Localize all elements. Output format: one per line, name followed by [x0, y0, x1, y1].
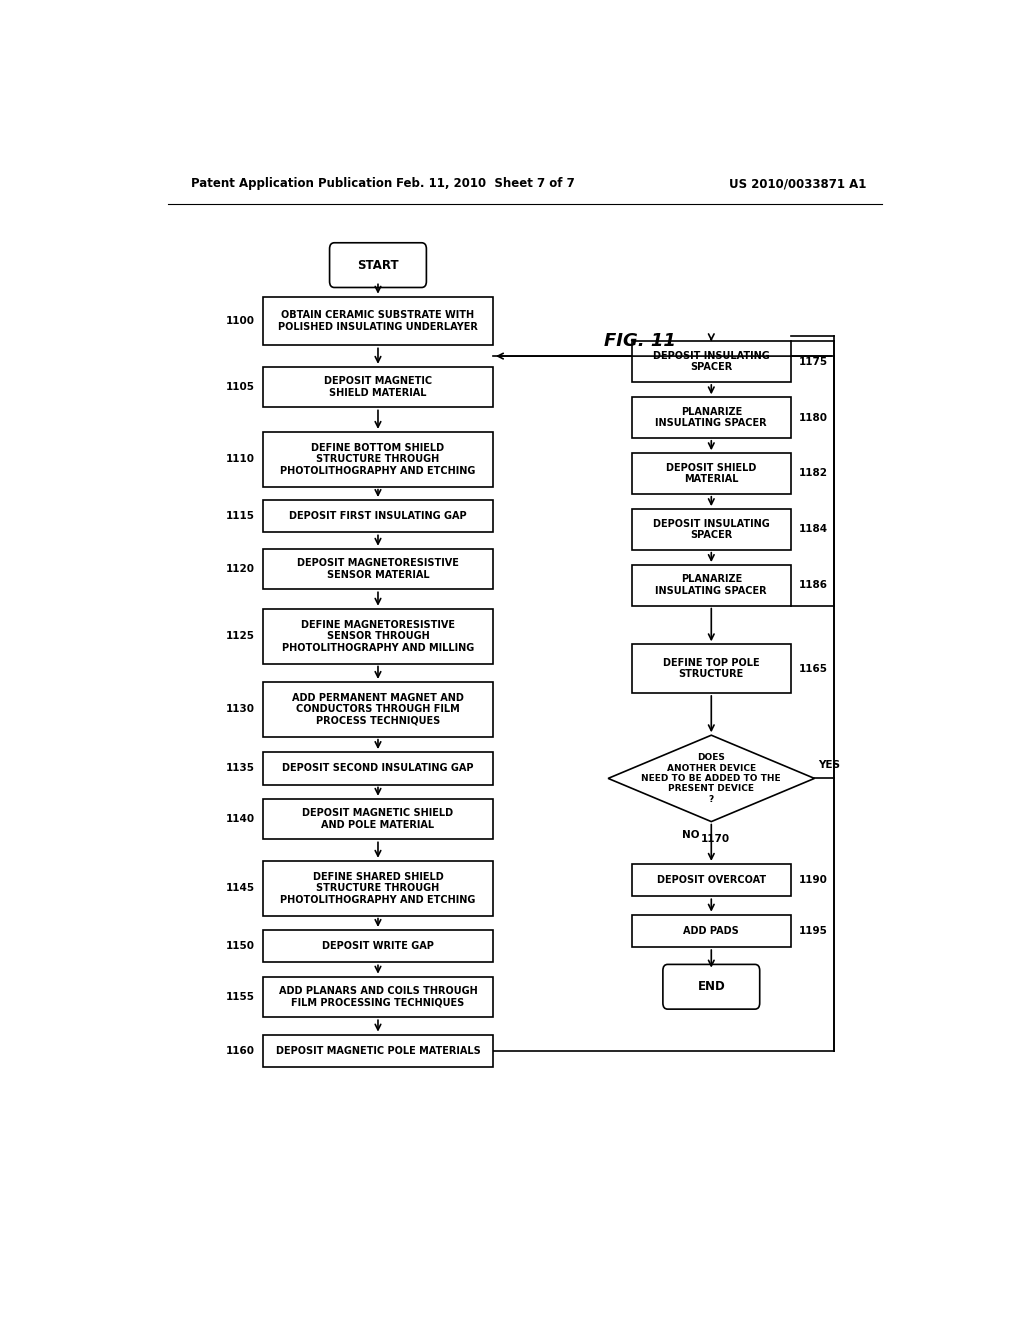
Text: 1165: 1165: [799, 664, 827, 673]
Text: NO: NO: [682, 830, 699, 840]
Text: Feb. 11, 2010  Sheet 7 of 7: Feb. 11, 2010 Sheet 7 of 7: [395, 177, 574, 190]
FancyBboxPatch shape: [263, 500, 494, 532]
Text: 1110: 1110: [226, 454, 255, 465]
Text: 1186: 1186: [799, 581, 827, 590]
Text: START: START: [357, 259, 398, 272]
Text: DEPOSIT MAGNETIC
SHIELD MATERIAL: DEPOSIT MAGNETIC SHIELD MATERIAL: [324, 376, 432, 397]
FancyBboxPatch shape: [263, 549, 494, 589]
Text: DEFINE MAGNETORESISTIVE
SENSOR THROUGH
PHOTOLITHOGRAPHY AND MILLING: DEFINE MAGNETORESISTIVE SENSOR THROUGH P…: [282, 619, 474, 652]
Text: ADD PLANARS AND COILS THROUGH
FILM PROCESSING TECHNIQUES: ADD PLANARS AND COILS THROUGH FILM PROCE…: [279, 986, 477, 1007]
FancyBboxPatch shape: [663, 965, 760, 1008]
Text: PLANARIZE
INSULATING SPACER: PLANARIZE INSULATING SPACER: [655, 407, 767, 429]
Text: 1130: 1130: [226, 705, 255, 714]
FancyBboxPatch shape: [632, 644, 791, 693]
Polygon shape: [608, 735, 814, 821]
FancyBboxPatch shape: [330, 243, 426, 288]
Text: ADD PERMANENT MAGNET AND
CONDUCTORS THROUGH FILM
PROCESS TECHNIQUES: ADD PERMANENT MAGNET AND CONDUCTORS THRO…: [292, 693, 464, 726]
Text: 1140: 1140: [226, 814, 255, 824]
Text: 1100: 1100: [226, 315, 255, 326]
FancyBboxPatch shape: [632, 863, 791, 896]
Text: DEPOSIT MAGNETIC SHIELD
AND POLE MATERIAL: DEPOSIT MAGNETIC SHIELD AND POLE MATERIA…: [302, 808, 454, 830]
FancyBboxPatch shape: [263, 297, 494, 346]
Text: 1195: 1195: [799, 925, 827, 936]
Text: DEPOSIT WRITE GAP: DEPOSIT WRITE GAP: [322, 941, 434, 952]
FancyBboxPatch shape: [263, 929, 494, 962]
Text: FIG. 11: FIG. 11: [604, 333, 676, 350]
Text: Patent Application Publication: Patent Application Publication: [191, 177, 393, 190]
FancyBboxPatch shape: [632, 510, 791, 549]
Text: PLANARIZE
INSULATING SPACER: PLANARIZE INSULATING SPACER: [655, 574, 767, 597]
FancyBboxPatch shape: [263, 367, 494, 408]
Text: DEFINE BOTTOM SHIELD
STRUCTURE THROUGH
PHOTOLITHOGRAPHY AND ETCHING: DEFINE BOTTOM SHIELD STRUCTURE THROUGH P…: [281, 442, 476, 475]
Text: 1190: 1190: [799, 875, 827, 884]
FancyBboxPatch shape: [263, 682, 494, 737]
Text: 1175: 1175: [799, 356, 827, 367]
Text: DEPOSIT FIRST INSULATING GAP: DEPOSIT FIRST INSULATING GAP: [289, 511, 467, 521]
Text: 1135: 1135: [226, 763, 255, 774]
FancyBboxPatch shape: [263, 432, 494, 487]
Text: 1155: 1155: [226, 991, 255, 1002]
FancyBboxPatch shape: [632, 565, 791, 606]
Text: DEPOSIT SHIELD
MATERIAL: DEPOSIT SHIELD MATERIAL: [666, 463, 757, 484]
Text: YES: YES: [818, 760, 841, 771]
Text: 1120: 1120: [226, 564, 255, 574]
Text: DEPOSIT MAGNETORESISTIVE
SENSOR MATERIAL: DEPOSIT MAGNETORESISTIVE SENSOR MATERIAL: [297, 558, 459, 579]
FancyBboxPatch shape: [632, 342, 791, 381]
Text: DOES
ANOTHER DEVICE
NEED TO BE ADDED TO THE
PRESENT DEVICE
?: DOES ANOTHER DEVICE NEED TO BE ADDED TO …: [641, 754, 781, 804]
Text: DEPOSIT MAGNETIC POLE MATERIALS: DEPOSIT MAGNETIC POLE MATERIALS: [275, 1045, 480, 1056]
FancyBboxPatch shape: [263, 1035, 494, 1067]
Text: 1182: 1182: [799, 469, 827, 478]
Text: DEFINE SHARED SHIELD
STRUCTURE THROUGH
PHOTOLITHOGRAPHY AND ETCHING: DEFINE SHARED SHIELD STRUCTURE THROUGH P…: [281, 871, 476, 904]
Text: US 2010/0033871 A1: US 2010/0033871 A1: [729, 177, 866, 190]
Text: 1115: 1115: [226, 511, 255, 521]
FancyBboxPatch shape: [263, 609, 494, 664]
Text: 1105: 1105: [226, 381, 255, 392]
FancyBboxPatch shape: [263, 861, 494, 916]
Text: 1125: 1125: [226, 631, 255, 642]
FancyBboxPatch shape: [632, 397, 791, 438]
FancyBboxPatch shape: [263, 799, 494, 840]
Text: DEPOSIT SECOND INSULATING GAP: DEPOSIT SECOND INSULATING GAP: [283, 763, 474, 774]
FancyBboxPatch shape: [263, 752, 494, 784]
Text: 1145: 1145: [226, 883, 255, 894]
Text: 1160: 1160: [226, 1045, 255, 1056]
FancyBboxPatch shape: [632, 915, 791, 948]
Text: 1170: 1170: [700, 834, 730, 843]
Text: DEFINE TOP POLE
STRUCTURE: DEFINE TOP POLE STRUCTURE: [663, 657, 760, 680]
Text: 1180: 1180: [799, 413, 827, 422]
Text: DEPOSIT INSULATING
SPACER: DEPOSIT INSULATING SPACER: [653, 351, 770, 372]
Text: 1184: 1184: [799, 524, 827, 535]
Text: OBTAIN CERAMIC SUBSTRATE WITH
POLISHED INSULATING UNDERLAYER: OBTAIN CERAMIC SUBSTRATE WITH POLISHED I…: [279, 310, 478, 331]
Text: END: END: [697, 981, 725, 993]
Text: DEPOSIT OVERCOAT: DEPOSIT OVERCOAT: [656, 875, 766, 884]
Text: 1150: 1150: [226, 941, 255, 952]
Text: ADD PADS: ADD PADS: [683, 925, 739, 936]
Text: DEPOSIT INSULATING
SPACER: DEPOSIT INSULATING SPACER: [653, 519, 770, 540]
FancyBboxPatch shape: [632, 453, 791, 494]
FancyBboxPatch shape: [263, 977, 494, 1018]
